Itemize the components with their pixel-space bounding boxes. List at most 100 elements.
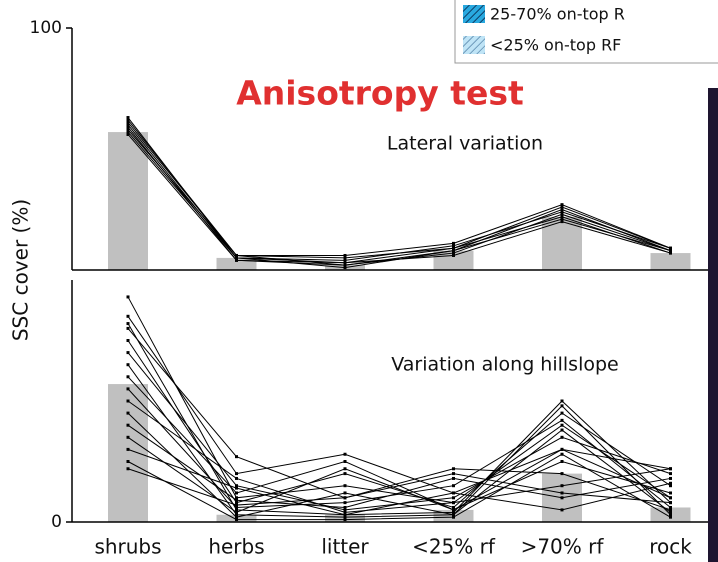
point [343, 491, 347, 495]
point [452, 496, 455, 500]
point [235, 484, 238, 488]
point [126, 118, 130, 122]
point [560, 220, 564, 224]
point [126, 314, 130, 318]
point [560, 460, 564, 463]
point [126, 120, 130, 124]
point [343, 510, 347, 514]
point [452, 244, 455, 248]
point [126, 387, 130, 391]
point [126, 363, 130, 367]
point [669, 515, 672, 519]
point [235, 510, 238, 514]
legend-box [454, 0, 718, 64]
annotation: Lateral variation [387, 133, 543, 155]
point [235, 491, 238, 495]
point [235, 496, 238, 500]
point [669, 491, 672, 495]
point [452, 515, 455, 519]
point [126, 375, 130, 379]
point [343, 472, 347, 476]
point [235, 518, 238, 522]
point [126, 326, 130, 330]
point [669, 467, 672, 471]
point [235, 476, 238, 480]
point [126, 125, 130, 129]
point [343, 266, 347, 270]
point [126, 435, 130, 439]
point [126, 411, 130, 415]
point [560, 208, 564, 211]
point [235, 258, 238, 262]
point [235, 515, 238, 519]
point [126, 123, 130, 127]
point [560, 508, 564, 512]
point [560, 418, 564, 422]
point [343, 508, 347, 512]
point [235, 513, 238, 517]
x-tick-label: >70% rf [521, 535, 605, 559]
point [235, 256, 238, 260]
point [560, 210, 564, 214]
point [343, 467, 347, 471]
point [560, 215, 564, 219]
point [452, 472, 455, 476]
point [126, 295, 130, 299]
point [669, 508, 672, 512]
y-tick-label: 100 [30, 18, 62, 38]
chart-title: Anisotropy test [236, 74, 524, 113]
point [669, 251, 672, 255]
point [452, 501, 455, 505]
point [452, 510, 455, 514]
legend-label: 25-70% on-top R [490, 5, 625, 24]
point [343, 261, 347, 265]
series-line [127, 364, 671, 518]
series-line [127, 328, 671, 511]
point [235, 253, 238, 257]
point [560, 205, 564, 209]
point [235, 505, 238, 509]
bar [650, 253, 691, 270]
point [343, 496, 347, 500]
series-line [127, 453, 671, 521]
bar [433, 250, 474, 270]
legend-swatch [463, 5, 485, 23]
point [669, 249, 672, 253]
point [669, 501, 672, 505]
point [452, 251, 455, 255]
point [343, 518, 347, 522]
point [669, 246, 672, 250]
bar [108, 384, 148, 522]
point [126, 399, 130, 403]
point [343, 501, 347, 505]
point [343, 263, 347, 267]
point [126, 447, 130, 451]
point [560, 472, 564, 476]
point [343, 258, 347, 262]
point [235, 486, 238, 490]
legend-label: <25% on-top RF [490, 36, 621, 55]
legend-swatch [463, 36, 485, 54]
y-tick-label: 0 [51, 512, 62, 532]
bar [542, 216, 582, 270]
point [452, 491, 455, 495]
series-line [127, 323, 671, 516]
series-line [127, 316, 671, 494]
point [126, 116, 130, 120]
point [235, 455, 238, 459]
point [126, 460, 130, 463]
point [560, 217, 564, 221]
point [126, 339, 130, 342]
dark-strip [708, 88, 718, 562]
point [560, 212, 564, 216]
point [343, 256, 347, 260]
series-line [127, 468, 671, 506]
point [452, 484, 455, 488]
x-tick-label: <25% rf [412, 535, 496, 559]
point [560, 435, 564, 439]
x-tick-label: shrubs [94, 535, 161, 559]
point [669, 510, 672, 514]
point [560, 491, 564, 495]
point [560, 452, 564, 456]
